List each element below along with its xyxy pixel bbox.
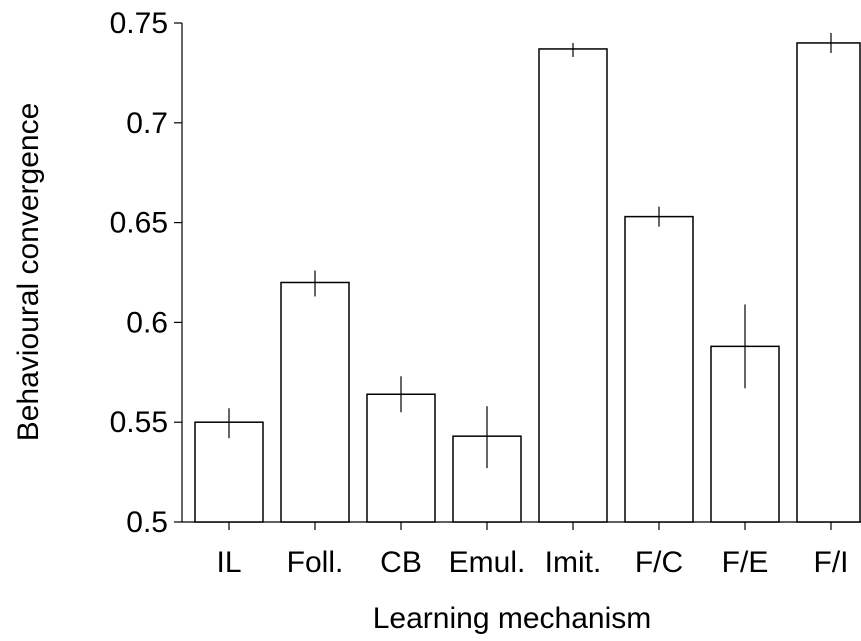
- x-tick-label: Imit.: [545, 546, 602, 579]
- bar: [796, 42, 861, 523]
- y-tick-label: 0.7: [126, 107, 168, 140]
- x-tick-label: F/E: [722, 546, 769, 579]
- x-tick-label: IL: [216, 546, 241, 579]
- bar: [366, 393, 436, 523]
- bars: [194, 42, 861, 523]
- y-tick-label: 0.65: [110, 207, 168, 240]
- error-bars: [228, 32, 832, 469]
- y-axis-label: Behavioural convergence: [12, 103, 45, 442]
- y-tick-label: 0.75: [110, 7, 168, 40]
- y-axis: 0.5 0.55 0.6 0.65 0.7 0.75: [110, 7, 861, 539]
- x-tick-labels: IL Foll. CB Emul. Imit. F/C F/E F/I: [216, 522, 849, 579]
- y-tick-label: 0.6: [126, 306, 168, 339]
- x-tick-label: F/I: [814, 546, 849, 579]
- bar: [538, 48, 608, 523]
- bar: [280, 281, 350, 523]
- y-tick-label: 0.55: [110, 406, 168, 439]
- bar: [624, 215, 694, 523]
- x-axis-label: Learning mechanism: [373, 602, 651, 635]
- y-tick-label: 0.5: [126, 506, 168, 539]
- x-tick-label: CB: [380, 546, 422, 579]
- x-tick-label: F/C: [635, 546, 683, 579]
- x-tick-label: Foll.: [287, 546, 344, 579]
- x-tick-label: Emul.: [449, 546, 526, 579]
